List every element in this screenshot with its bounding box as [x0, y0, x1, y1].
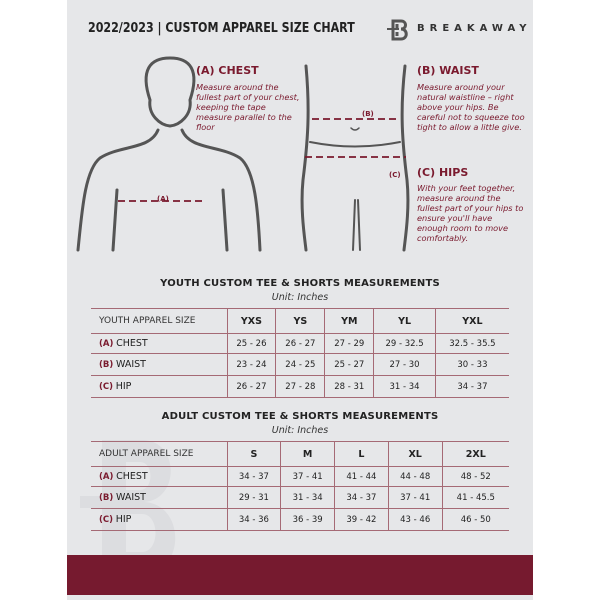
value-cell: 25 - 27: [324, 353, 374, 376]
header-cell: YXL: [434, 308, 509, 334]
table-row: (A) CHEST 34 - 37 37 - 41 41 - 44 44 - 48 48 …: [91, 466, 509, 487]
hips-description: With your feet together, measure around …: [417, 183, 524, 243]
row-code: (B): [99, 360, 114, 370]
hips-heading: (C) HIPS: [417, 166, 469, 179]
breakaway-logo-icon: [387, 19, 408, 41]
value-cell: 29 - 32.5: [373, 333, 436, 354]
value-cell: 32.5 - 35.5: [434, 333, 509, 354]
row-label-text: HIP: [115, 381, 132, 392]
value-cell: 26 - 27: [275, 333, 325, 354]
table-header-row: ADULT APPAREL SIZE S M L XL 2XL: [91, 441, 509, 467]
value-cell: 31 - 34: [373, 375, 436, 398]
value-cell: 34 - 37: [226, 466, 281, 487]
row-label: (A) CHEST: [91, 466, 227, 487]
value-cell: 46 - 50: [441, 508, 509, 531]
row-code: (A): [99, 339, 114, 349]
table-row: (A) CHEST 25 - 26 26 - 27 27 - 29 29 - 32.5 3…: [91, 333, 509, 354]
value-cell: 34 - 37: [434, 375, 509, 398]
table-header-row: YOUTH APPAREL SIZE YXS YS YM YL YXL: [91, 308, 509, 334]
waist-description: Measure around your natural waistline – …: [417, 82, 525, 132]
value-cell: 34 - 36: [226, 508, 281, 531]
youth-table-title: YOUTH CUSTOM TEE & SHORTS MEASUREMENTS: [160, 278, 440, 289]
header-cell: YXS: [226, 308, 276, 334]
header-cell: YOUTH APPAREL SIZE: [91, 308, 227, 334]
table-row: (C) HIP 26 - 27 27 - 28 28 - 31 31 - 34 34 - …: [91, 375, 509, 398]
value-cell: 37 - 41: [280, 466, 335, 487]
youth-size-table: YOUTH APPAREL SIZE YXS YS YM YL YXL (A) CHEST 2…: [91, 308, 509, 398]
value-cell: 36 - 39: [280, 508, 335, 531]
waist-marker: (B): [362, 110, 374, 118]
header-cell: XL: [387, 441, 443, 467]
header-cell: L: [334, 441, 389, 467]
value-cell: 27 - 30: [373, 353, 436, 376]
header-cell: ADULT APPAREL SIZE: [91, 441, 227, 467]
row-code: (C): [99, 382, 114, 392]
table-row: (B) WAIST 29 - 31 31 - 34 34 - 37 37 - 41 41 …: [91, 486, 509, 509]
value-cell: 29 - 31: [226, 486, 281, 509]
waist-heading: (B) WAIST: [417, 64, 479, 77]
header-cell: S: [226, 441, 281, 467]
value-cell: 24 - 25: [275, 353, 325, 376]
header-cell: 2XL: [441, 441, 509, 467]
value-cell: 41 - 45.5: [441, 486, 509, 509]
youth-table-unit: Unit: Inches: [271, 292, 329, 303]
footer-band: [67, 555, 533, 595]
value-cell: 43 - 46: [387, 508, 443, 531]
page-title: 2022/2023 | CUSTOM APPAREL SIZE CHART: [88, 20, 355, 36]
value-cell: 26 - 27: [226, 375, 276, 398]
row-label-text: WAIST: [115, 492, 146, 503]
adult-table-title: ADULT CUSTOM TEE & SHORTS MEASUREMENTS: [161, 411, 439, 422]
value-cell: 28 - 31: [324, 375, 374, 398]
row-code: (C): [99, 515, 114, 525]
hips-marker: (C): [389, 171, 401, 179]
value-cell: 27 - 29: [324, 333, 374, 354]
value-cell: 37 - 41: [387, 486, 443, 509]
value-cell: 25 - 26: [226, 333, 276, 354]
row-code: (B): [99, 493, 114, 503]
row-label: (B) WAIST: [91, 353, 227, 376]
value-cell: 41 - 44: [334, 466, 389, 487]
brand-name: BREAKAWAY: [417, 23, 532, 34]
chest-marker: (A): [157, 195, 169, 203]
header-cell: YM: [324, 308, 374, 334]
chest-description: Measure around the fullest part of your …: [196, 82, 300, 132]
value-cell: 39 - 42: [334, 508, 389, 531]
header-cell: YS: [275, 308, 325, 334]
value-cell: 48 - 52: [441, 466, 509, 487]
adult-table-unit: Unit: Inches: [271, 425, 329, 436]
table-row: (C) HIP 34 - 36 36 - 39 39 - 42 43 - 46 46 - …: [91, 508, 509, 531]
table-row: (B) WAIST 23 - 24 24 - 25 25 - 27 27 - 30 30 …: [91, 353, 509, 376]
row-label-text: HIP: [115, 514, 132, 525]
row-label: (A) CHEST: [91, 333, 227, 354]
row-label-text: WAIST: [115, 359, 146, 370]
value-cell: 27 - 28: [275, 375, 325, 398]
header-cell: M: [280, 441, 335, 467]
body-figures-illustration: [76, 56, 410, 252]
adult-size-table: ADULT APPAREL SIZE S M L XL 2XL (A) CHEST 34 - …: [91, 441, 509, 531]
chest-heading: (A) CHEST: [196, 64, 259, 77]
row-label-text: CHEST: [116, 338, 148, 349]
row-label-text: CHEST: [116, 471, 148, 482]
value-cell: 44 - 48: [387, 466, 443, 487]
row-code: (A): [99, 472, 114, 482]
value-cell: 31 - 34: [280, 486, 335, 509]
value-cell: 30 - 33: [434, 353, 509, 376]
row-label: (C) HIP: [91, 508, 227, 531]
value-cell: 34 - 37: [334, 486, 389, 509]
value-cell: 23 - 24: [226, 353, 276, 376]
row-label: (B) WAIST: [91, 486, 227, 509]
row-label: (C) HIP: [91, 375, 227, 398]
header-cell: YL: [373, 308, 436, 334]
